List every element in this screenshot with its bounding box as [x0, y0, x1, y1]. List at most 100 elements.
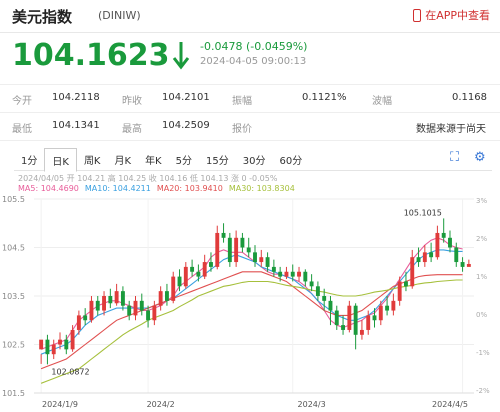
stat-label: 报价: [232, 124, 252, 135]
period-tabs: 1分 日K 周K 月K 年K 5分 15分 30分 60分: [14, 148, 492, 172]
candle-body: [202, 262, 207, 277]
x-tick-label: 2024/1/9: [42, 400, 78, 409]
expand-icon[interactable]: ⛶: [450, 150, 460, 165]
candle-body: [378, 305, 383, 321]
candle-body: [441, 232, 446, 238]
candle-body: [334, 310, 339, 326]
gear-icon[interactable]: ⚙: [474, 150, 486, 165]
candle-body: [45, 339, 50, 355]
candle-body: [278, 271, 283, 277]
candle-body: [290, 271, 295, 277]
candle-body: [164, 291, 169, 301]
data-source: 数据来源于尚天: [416, 124, 486, 135]
stat-value: 104.2101: [162, 92, 210, 103]
open-in-app-label: 在APP中查看: [425, 9, 490, 22]
quote-timestamp: 2024-04-05 09:00:13: [200, 56, 307, 67]
current-price: 104.1623: [12, 38, 170, 73]
candle-body: [416, 257, 421, 263]
candle-body: [58, 339, 62, 345]
candle-body: [253, 252, 257, 263]
ma30-line: [40, 279, 463, 384]
candle-body: [64, 339, 69, 350]
candle-body: [183, 266, 188, 287]
candlestick-chart: 105.5 104.5 103.5 102.5 101.5 3% 2% 1% 0% -1% -2% 1…: [2, 195, 490, 409]
candle-body: [171, 276, 176, 301]
candle-body: [158, 291, 163, 306]
candle-body: [146, 310, 151, 321]
y-tick-label: 101.5: [2, 389, 25, 398]
stats-row: 今开 104.2118 昨收 104.2101 振幅 0.1121% 波幅 0.…: [0, 85, 500, 113]
candle-body: [240, 237, 245, 248]
candle-info: 2024/04/05 开 104.21 高 104.25 收 104.16 低 …: [18, 174, 278, 183]
y-pct-tick-label: 0%: [476, 311, 487, 319]
x-tick-label: 2024/4/5: [432, 400, 468, 409]
candle-body: [139, 300, 144, 311]
candle-body: [422, 252, 427, 263]
phone-icon: [413, 8, 422, 22]
candle-body: [454, 247, 459, 263]
candle-body: [397, 281, 402, 301]
candle-body: [372, 315, 377, 321]
y-pct-tick-label: -2%: [476, 387, 490, 395]
candle-body: [410, 257, 415, 287]
tab-period[interactable]: 30分: [242, 156, 266, 167]
stat-label: 昨收: [122, 96, 142, 107]
candle-body: [89, 300, 94, 321]
candle-body: [120, 291, 125, 306]
candle-body: [322, 296, 327, 301]
candle-body: [177, 276, 182, 287]
candle-body: [152, 305, 157, 321]
y-tick-label: 105.5: [2, 195, 25, 204]
tab-period[interactable]: 5分: [175, 156, 192, 167]
candle-body: [83, 315, 88, 321]
stat-label: 最低: [12, 124, 32, 135]
stat-value: 0.1121%: [302, 92, 347, 103]
candle-body: [284, 271, 289, 277]
candle-body: [39, 339, 44, 350]
candle-body: [221, 232, 226, 238]
y-tick-label: 104.5: [2, 244, 25, 253]
candle-body: [435, 232, 440, 258]
tab-period[interactable]: 周K: [83, 156, 101, 167]
ma-legend-item: MA5: 104.4690: [18, 184, 79, 193]
tab-period[interactable]: 日K: [44, 148, 77, 172]
candle-body: [297, 271, 301, 277]
y-tick-label: 102.5: [2, 341, 25, 350]
ma-legend-item: MA20: 103.9410: [156, 184, 223, 193]
candle-body: [196, 271, 201, 277]
candle-body: [215, 232, 220, 267]
stats-row: 最低 104.1341 最高 104.2509 报价 数据来源于尚天: [0, 113, 500, 141]
candle-body: [385, 305, 390, 311]
stat-label: 振幅: [232, 96, 252, 107]
tab-period[interactable]: 15分: [206, 156, 229, 167]
candle-body: [353, 305, 358, 335]
ma-legend: MA5: 104.4690 MA10: 104.4211 MA20: 103.941…: [18, 184, 301, 193]
candle-body: [271, 266, 276, 272]
stat-label: 最高: [122, 124, 142, 135]
candle-body: [328, 300, 333, 311]
y-pct-tick-label: 3%: [476, 197, 487, 205]
candle-body: [404, 281, 408, 287]
tab-period[interactable]: 60分: [279, 156, 303, 167]
candle-body: [133, 300, 138, 316]
y-pct-tick-label: 1%: [476, 273, 487, 281]
quote-stats: 今开 104.2118 昨收 104.2101 振幅 0.1121% 波幅 0.…: [0, 84, 500, 141]
x-tick-label: 2024/3: [298, 400, 326, 409]
candle-body: [190, 266, 195, 272]
candle-body: [303, 271, 308, 282]
candle-body: [391, 300, 396, 311]
candle-body: [95, 300, 100, 311]
tab-period[interactable]: 1分: [21, 156, 38, 167]
candle-body: [429, 252, 434, 258]
tab-period[interactable]: 年K: [145, 156, 162, 167]
tab-period[interactable]: 月K: [114, 156, 132, 167]
candle-body: [127, 305, 132, 316]
price-annotation: 102.0872: [51, 367, 89, 376]
candle-body: [209, 262, 213, 267]
open-in-app-link[interactable]: 在APP中查看: [413, 7, 490, 23]
x-tick-label: 2024/2: [147, 400, 175, 409]
candle-body: [265, 257, 270, 267]
y-pct-tick-label: -1%: [476, 349, 490, 357]
candle-body: [359, 329, 364, 335]
ma10-line: [40, 249, 463, 355]
